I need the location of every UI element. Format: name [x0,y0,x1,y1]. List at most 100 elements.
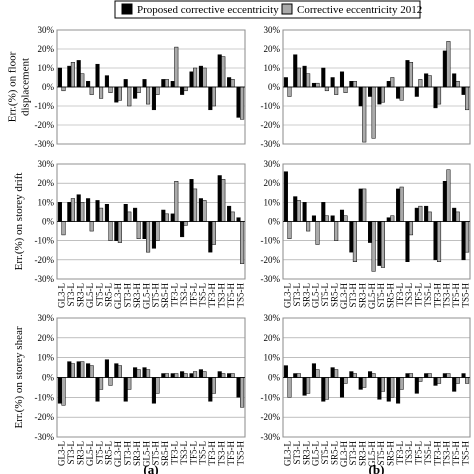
bar [76,60,81,88]
bar [461,373,466,378]
y-tick-label: -10% [261,101,281,111]
x-tick-label: ST3-L [292,283,302,307]
bar [217,175,222,222]
bar [240,221,245,264]
bar [362,377,367,388]
x-tick-label: ST3-H [123,441,133,466]
x-tick-label: TF5-L [188,283,198,307]
bar [380,221,385,268]
bar [127,377,132,390]
bar [127,86,132,107]
bar [399,377,404,390]
bar [452,73,457,88]
bar [296,67,301,88]
y-tick-label: -20% [35,412,55,422]
y-tick-label: 0% [42,373,55,383]
bar [321,202,326,222]
x-tick-label: SR5-L [104,441,114,465]
bar [170,81,175,88]
bar [164,213,169,222]
bar [151,86,156,111]
bar [414,377,419,394]
y-tick-label: 20% [38,178,55,188]
y-tick-label: 30% [264,159,281,169]
bar [293,54,298,88]
bar [180,86,185,95]
y-tick-label: 20% [264,178,281,188]
bar [142,367,147,378]
bar [446,169,451,222]
bar [89,221,94,232]
bar [136,221,141,239]
bar [339,71,345,88]
y-tick-label: -30% [261,432,281,442]
bar [67,65,72,88]
x-tick-label: SR5-L [104,283,114,307]
bar [352,81,357,88]
bar [151,221,156,249]
bar [211,377,216,394]
bar [155,221,160,241]
x-tick-label: TF5-L [188,441,198,465]
bar [334,86,339,95]
x-tick-label: ST5-L [320,283,330,307]
bar [127,211,132,222]
bar [57,377,62,404]
x-tick-label: TF3-L [170,283,180,307]
y-tick-label: 20% [264,333,281,343]
bar [306,377,311,394]
y-tick-label: -30% [35,274,55,284]
bar [283,77,288,88]
bar [408,221,414,236]
x-tick-label: SR3-H [357,441,367,467]
bar [287,86,292,97]
bar [217,54,222,88]
bar [371,221,376,272]
bar [465,221,470,253]
x-tick-label: GL3-L [57,283,67,308]
bar [193,188,198,222]
x-tick-label: GL5-L [311,283,321,308]
bar [123,79,128,88]
bar [104,75,109,88]
x-tick-label: SR3-H [132,441,142,467]
x-tick-label: TF5-H [451,283,461,308]
bar [427,75,432,88]
bar [189,71,194,88]
bar [339,209,345,222]
bar [339,377,345,398]
y-axis-title: Err.(%) on floor [7,51,19,122]
bar [133,207,138,222]
bar [114,221,119,241]
bar [61,377,66,406]
bar [293,196,298,222]
bar [211,221,216,245]
bar [123,377,128,402]
bar [108,221,113,241]
bar [208,86,213,111]
bar [240,377,245,408]
bar [80,361,85,378]
y-tick-label: 10% [38,63,55,73]
bar [227,373,232,378]
bar [95,200,100,222]
bar [433,86,438,109]
bar [418,377,423,382]
y-tick-label: 30% [264,25,281,35]
x-tick-label: TF3-H [432,441,442,466]
bar [302,65,307,88]
bar [117,365,122,378]
bar [377,86,382,105]
x-tick-label: GL3-H [339,283,349,309]
bar [293,373,298,378]
bar [236,217,241,222]
y-tick-label: 0% [268,373,281,383]
bar [230,79,235,88]
bar [76,194,81,222]
x-tick-label: TF3-H [207,441,217,466]
bar [86,363,91,378]
bar [104,359,109,378]
x-tick-label: TF5-H [451,441,461,466]
bar [452,377,457,392]
bar [343,377,348,384]
